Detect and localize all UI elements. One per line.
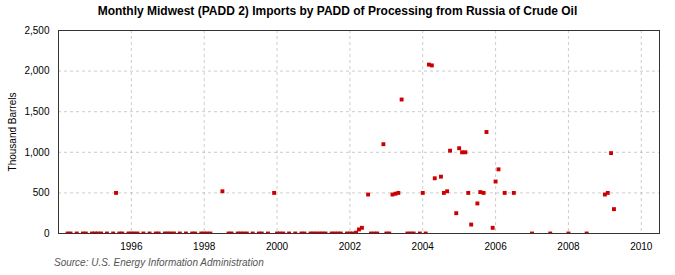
svg-text:2002: 2002 xyxy=(339,241,362,252)
svg-text:2006: 2006 xyxy=(484,241,507,252)
svg-text:2004: 2004 xyxy=(412,241,435,252)
svg-text:1998: 1998 xyxy=(193,241,216,252)
svg-text:1,500: 1,500 xyxy=(24,106,49,117)
svg-text:500: 500 xyxy=(33,187,50,198)
svg-text:2010: 2010 xyxy=(630,241,653,252)
svg-text:2,000: 2,000 xyxy=(24,65,49,76)
html-text:Source: U.S. Energy Informatio: Source: U.S. Energy Information Administ… xyxy=(54,257,264,268)
svg-text:Thousand Barrels: Thousand Barrels xyxy=(7,93,18,172)
svg-text:1996: 1996 xyxy=(120,241,143,252)
html-text:Monthly Midwest (PADD 2) Impor: Monthly Midwest (PADD 2) Imports by PADD… xyxy=(97,4,578,18)
svg-text:0: 0 xyxy=(44,228,50,239)
svg-text:2008: 2008 xyxy=(557,241,580,252)
svg-text:2000: 2000 xyxy=(266,241,289,252)
svg-text:1,000: 1,000 xyxy=(24,147,49,158)
svg-text:2,500: 2,500 xyxy=(24,25,49,36)
